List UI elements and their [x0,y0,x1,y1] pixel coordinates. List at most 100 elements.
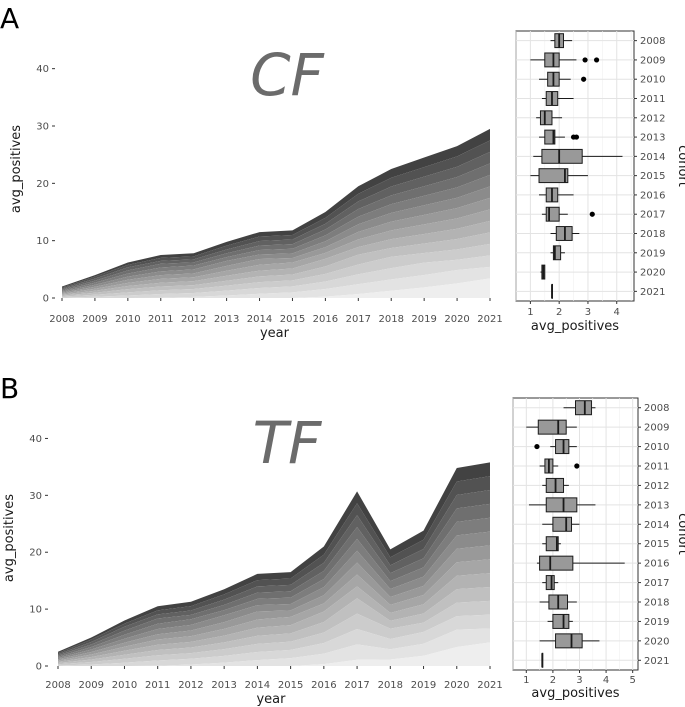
area-layer [58,600,490,666]
x-tick-label: 4 [614,307,620,318]
panel-label: A [0,2,19,35]
box-2017 [542,575,559,591]
cohort-tick-label: 2011 [644,462,669,473]
area-chart: 0 10 20 30 40 2008 2009 2010 2011 2012 2013 2014 201… [2,410,503,707]
y-tick-label: 20 [36,179,49,190]
box-2015 [530,168,588,184]
watermark: CF [250,41,325,109]
x-tick-label: 2012 [178,680,203,691]
x-tick-label: 2009 [79,680,104,691]
box [544,129,556,145]
cohort-tick-label: 2020 [644,636,669,647]
x-axis-title: year [260,326,290,341]
box-2009 [530,52,600,68]
area-layer [62,128,490,288]
cohort-tick-label: 2014 [644,520,669,531]
box-2012 [542,477,569,493]
x-tick-label: 2016 [313,314,338,325]
box-2015 [542,536,561,552]
x-tick-label: 2011 [148,314,173,325]
cohort-tick-label: 2016 [644,559,669,570]
x-tick-label: 2 [550,675,556,686]
box-panel-frame [512,397,639,671]
x-axis-title: year [256,692,286,707]
x-tick-label: 2008 [45,680,70,691]
cohort-tick-label: 2009 [644,423,669,434]
box [552,245,562,261]
area-layer [62,151,490,290]
x-tick-label: 2020 [444,680,469,691]
box-2020 [539,633,600,649]
area-layer [58,517,490,659]
cohort-tick-label: 2017 [644,578,669,589]
x-tick-label: 2017 [344,680,369,691]
x-tick-label: 2010 [112,680,137,691]
outlier-point [593,57,600,63]
x-tick-label: 2010 [115,314,140,325]
x-tick-label: 2020 [444,314,469,325]
y-axis-title: avg_positives [2,494,17,582]
area-layer [62,278,490,298]
box [537,419,567,435]
cohort-tick-label: 2017 [640,210,665,221]
cohort-tick-label: 2018 [644,598,669,609]
cohort-tick-label: 2009 [640,55,665,66]
y-tick-label: 30 [36,122,49,133]
box-2010 [539,71,587,87]
outlier-point [582,57,588,63]
cohort-tick-label: 2020 [640,268,665,279]
box-plot: 2008 2009 2010 2011 2012 2013 2014 2015 2016 2017… [515,30,685,334]
x-tick-label: 2018 [378,680,403,691]
box-plot: 2008 2009 2010 2011 2012 2013 2014 2015 2016 2017… [512,397,685,701]
outlier-point [589,211,595,217]
area-layer [58,490,490,656]
area-layer [58,614,490,666]
box-2009 [526,419,577,435]
cohort-tick-label: 2015 [644,539,669,550]
x-tick-label: 1 [527,307,533,318]
cohort-tick-label: 2015 [640,171,665,182]
box-2008 [550,33,573,49]
x-tick-label: 2008 [49,314,74,325]
watermark: TF [253,409,323,477]
x-axis-title: avg_positives [531,686,619,701]
box [545,206,560,222]
cohort-tick-label: 2011 [640,94,665,105]
box [538,168,569,184]
x-tick-label: 4 [603,675,609,686]
box-2013 [539,129,580,145]
x-tick-label: 2017 [346,314,371,325]
outlier-point [574,463,580,469]
area-layer [58,586,490,665]
box-2014 [542,516,580,532]
box-2013 [528,497,596,513]
box [539,110,553,126]
cohort-tick-label: 2019 [644,617,669,628]
box-2018 [539,594,577,610]
x-tick-label: 5 [629,675,635,686]
box-2021 [541,652,544,668]
box-2019 [550,245,565,261]
cohort-tick-label: 2008 [640,36,665,47]
box [541,148,583,164]
y-tick-label: 0 [43,294,49,305]
box [545,575,555,591]
box [545,536,559,552]
y-tick-label: 20 [29,548,42,559]
box-2019 [547,613,573,629]
cohort-tick-label: 2014 [640,152,665,163]
box [555,439,570,455]
area-layer [62,243,490,298]
box-2010 [534,439,577,455]
box-2014 [533,148,623,164]
area-layer [58,531,490,660]
panel-label: B [0,372,19,405]
outlier-point [581,76,587,82]
box-2017 [541,206,595,222]
x-tick-label: 2009 [82,314,107,325]
area-layer [62,266,490,298]
area-layer [58,642,490,666]
cohort-tick-label: 2019 [640,248,665,259]
